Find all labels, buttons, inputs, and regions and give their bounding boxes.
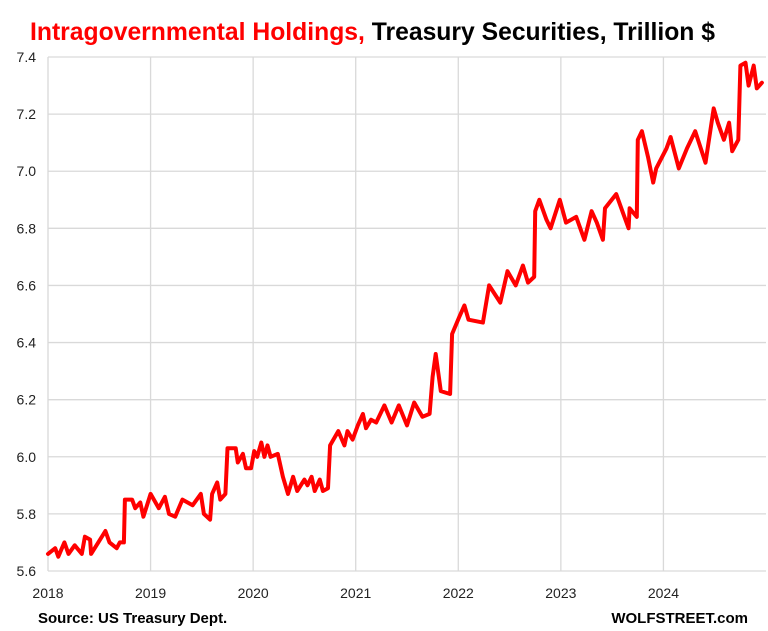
y-axis-ticks: 5.6 5.8 6.0 6.2 6.4 6.6 6.8 7.0 7.2 7.4	[17, 49, 37, 579]
series-line	[46, 60, 764, 559]
x-tick-label: 2022	[443, 585, 474, 601]
chart-title-highlight: Intragovernmental Holdings,	[30, 18, 365, 46]
y-tick-label: 7.0	[17, 163, 37, 179]
x-axis-ticks: 2018 2019 2020 2021 2022 2023 2024	[32, 585, 679, 601]
y-tick-label: 6.6	[17, 277, 37, 293]
x-tick-label: 2018	[32, 585, 63, 601]
y-tick-label: 6.4	[17, 335, 37, 351]
x-tick-label: 2024	[648, 585, 679, 601]
x-tick-label: 2019	[135, 585, 166, 601]
y-tick-label: 5.6	[17, 563, 37, 579]
x-tick-label: 2023	[545, 585, 576, 601]
y-tick-label: 6.2	[17, 392, 37, 408]
watermark: WOLFSTREET.com	[611, 610, 748, 627]
y-tick-label: 6.8	[17, 220, 37, 236]
gridlines	[47, 56, 766, 572]
x-tick-label: 2020	[238, 585, 269, 601]
y-tick-label: 7.4	[17, 49, 37, 65]
x-tick-label: 2021	[340, 585, 371, 601]
y-tick-label: 6.0	[17, 449, 37, 465]
y-tick-label: 5.8	[17, 506, 37, 522]
source-note: Source: US Treasury Dept.	[38, 610, 227, 627]
chart-title-rest: Treasury Securities, Trillion $	[365, 18, 715, 46]
y-tick-label: 7.2	[17, 106, 37, 122]
chart-title: Intragovernmental Holdings, Treasury Sec…	[30, 18, 715, 46]
